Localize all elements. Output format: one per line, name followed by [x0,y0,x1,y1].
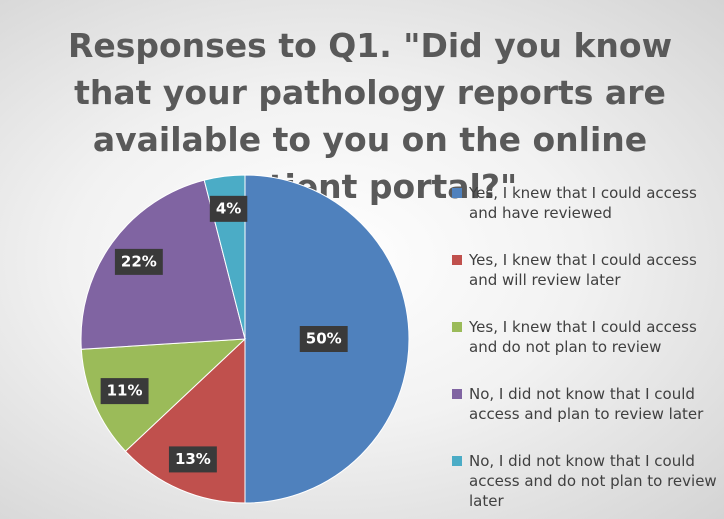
data-label-box [168,446,217,473]
data-label: 22% [114,248,163,275]
data-label-text: 50% [306,330,342,348]
legend-label: No, I did not know that I could access a… [469,452,717,510]
legend-swatch [452,322,462,332]
legend-swatch [452,389,462,399]
legend-item: Yes, I knew that I could access and do n… [452,317,717,357]
pie-slice [80,179,246,350]
data-label-box [114,248,163,275]
legend-swatch [452,188,462,198]
data-label-text: 22% [121,252,157,270]
legend-label: Yes, I knew that I could access and do n… [469,318,697,356]
pie-slice [80,338,247,452]
data-label-text: 11% [107,382,143,400]
data-label-text: 13% [175,450,211,468]
data-label: 50% [299,326,348,352]
chart-title: Responses to Q1. "Did you know that your… [67,26,673,206]
legend-item: Yes, I knew that I could access and have… [452,183,717,223]
legend-label: No, I did not know that I could access a… [469,385,704,423]
legend-label: Yes, I knew that I could access and have… [469,184,697,222]
legend-item: No, I did not know that I could access a… [452,384,717,424]
legend-swatch [452,456,462,466]
data-label: 13% [168,446,217,473]
legend-swatch [452,255,462,265]
data-label-box [299,326,348,352]
data-label: 11% [100,378,149,405]
data-label-text: 4% [216,199,241,217]
legend-item: No, I did not know that I could access a… [452,451,717,511]
legend-label: Yes, I knew that I could access and will… [469,251,697,289]
legend-item: Yes, I knew that I could access and will… [452,250,717,290]
data-label: 4% [209,195,248,222]
data-label-box [209,195,248,222]
data-label-box [100,378,149,405]
